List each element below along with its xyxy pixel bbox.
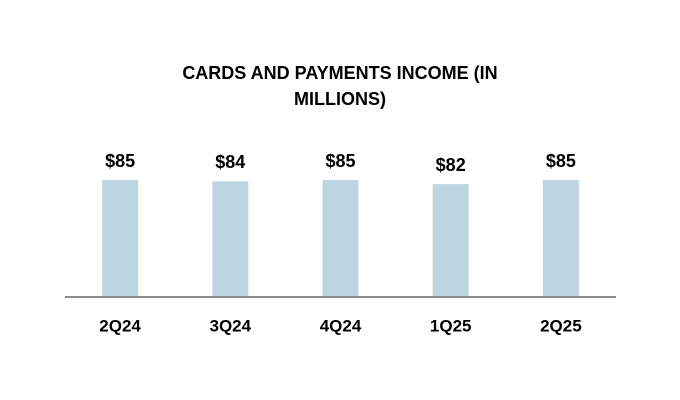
value-label: $85 [325,151,355,171]
value-label: $85 [105,151,135,171]
x-tick-label: 2Q25 [540,316,582,335]
bar [542,180,579,296]
value-label: $84 [215,152,245,172]
x-tick-label: 1Q25 [430,316,472,335]
x-tick-label: 4Q24 [320,316,362,335]
bar [322,180,359,296]
value-label: $85 [546,151,576,171]
chart-title: CARDS AND PAYMENTS INCOME (IN MILLIONS) [182,63,498,109]
value-label: $82 [436,155,466,175]
bar [212,181,249,296]
x-tick-label: 3Q24 [210,316,252,335]
bar [102,180,139,296]
x-tick-label: 2Q24 [99,316,141,335]
bar [432,184,469,296]
